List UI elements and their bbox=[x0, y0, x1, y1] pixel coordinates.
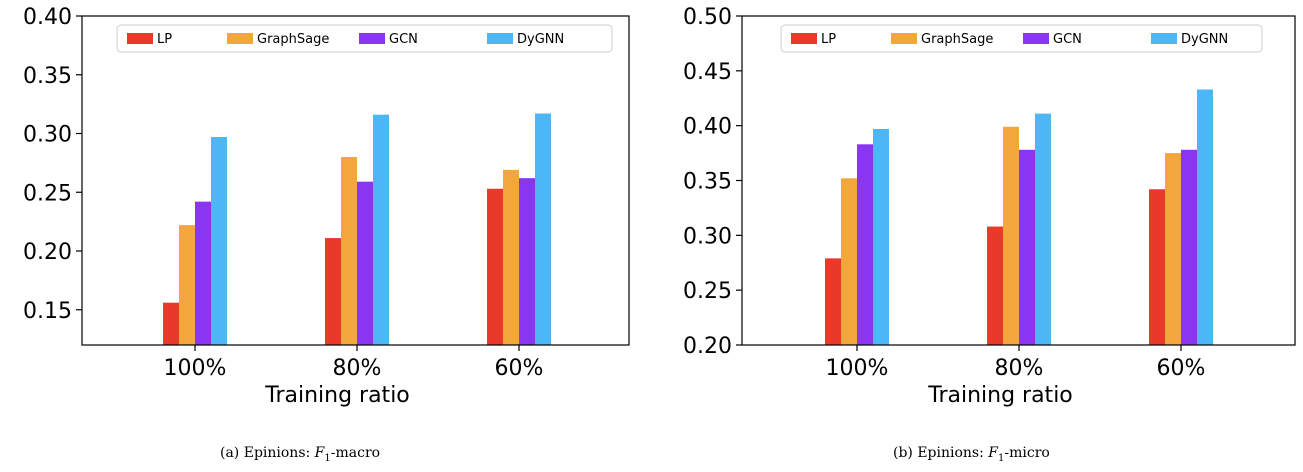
y-tick-label: 0.15 bbox=[23, 299, 72, 324]
bar-lp-80pct bbox=[987, 226, 1003, 345]
y-tick-label: 0.20 bbox=[23, 240, 72, 265]
legend-swatch-dygnn bbox=[487, 33, 513, 44]
x-tick-label: 80% bbox=[995, 356, 1044, 381]
bar-dygnn-60pct bbox=[535, 113, 551, 346]
x-axis-title: Training ratio bbox=[264, 383, 410, 408]
legend-label-lp: LP bbox=[821, 32, 836, 47]
legend: LP GraphSage GCN DyGNN bbox=[780, 24, 1263, 53]
y-tick-label: 0.50 bbox=[683, 5, 732, 30]
chart-b: 0.20 0.25 0.30 0.35 0.40 0.45 0.50 100% 80% 60% Tr… bbox=[683, 5, 1296, 464]
bar-graphsage-60pct bbox=[503, 169, 519, 345]
legend-swatch-lp bbox=[791, 33, 817, 44]
x-tick-label: 80% bbox=[333, 356, 382, 381]
bar-gcn-80pct bbox=[1019, 149, 1035, 345]
x-tick-label: 100% bbox=[164, 356, 227, 381]
x-axis-title: Training ratio bbox=[927, 383, 1073, 408]
y-tick-label: 0.45 bbox=[683, 60, 732, 85]
bar-gcn-100pct bbox=[857, 144, 873, 345]
bar-gcn-60pct bbox=[519, 178, 535, 345]
y-tick-label: 0.30 bbox=[23, 123, 72, 148]
bar-graphsage-80pct bbox=[1003, 126, 1019, 345]
bar-lp-100pct bbox=[825, 258, 841, 345]
legend-label-graphsage: GraphSage bbox=[257, 32, 329, 47]
bar-dygnn-60pct bbox=[1197, 89, 1213, 345]
bar-gcn-80pct bbox=[357, 181, 373, 345]
y-tick-label: 0.40 bbox=[683, 115, 732, 140]
y-tick-label: 0.40 bbox=[23, 5, 72, 30]
bar-lp-80pct bbox=[325, 238, 341, 345]
bar-graphsage-60pct bbox=[1165, 153, 1181, 345]
legend-box bbox=[780, 24, 1263, 53]
y-tick-label: 0.35 bbox=[683, 170, 732, 195]
legend-label-dygnn: DyGNN bbox=[1181, 32, 1228, 47]
bar-graphsage-100pct bbox=[841, 178, 857, 345]
bar-dygnn-100pct bbox=[873, 128, 889, 345]
x-tick-label: 100% bbox=[826, 356, 889, 381]
y-tick-label: 0.30 bbox=[683, 224, 732, 249]
y-tick-label: 0.20 bbox=[683, 334, 732, 359]
legend-swatch-gcn bbox=[359, 33, 385, 44]
y-tick-label: 0.25 bbox=[683, 279, 732, 304]
bar-gcn-100pct bbox=[195, 201, 211, 345]
bar-graphsage-80pct bbox=[341, 157, 357, 345]
legend-label-lp: LP bbox=[157, 32, 172, 47]
x-tick-label: 60% bbox=[495, 356, 544, 381]
bar-lp-60pct bbox=[1149, 189, 1165, 345]
caption: (b) Epinions: F1-micro bbox=[893, 445, 1050, 464]
caption: (a) Epinions: F1-macro bbox=[220, 445, 380, 464]
legend-swatch-gcn bbox=[1023, 33, 1049, 44]
y-tick-label: 0.35 bbox=[23, 64, 72, 89]
bar-dygnn-80pct bbox=[1035, 113, 1051, 345]
legend-label-graphsage: GraphSage bbox=[921, 32, 993, 47]
x-tick-label: 60% bbox=[1157, 356, 1206, 381]
bar-lp-100pct bbox=[163, 302, 179, 345]
bar-gcn-60pct bbox=[1181, 149, 1197, 345]
chart-a: 0.15 0.20 0.25 0.30 0.35 0.40 100% 80% 60% Traini… bbox=[23, 5, 630, 464]
legend-swatch-lp bbox=[127, 33, 153, 44]
bar-graphsage-100pct bbox=[179, 225, 195, 345]
plot-frame bbox=[81, 15, 630, 346]
legend-label-dygnn: DyGNN bbox=[517, 32, 564, 47]
legend-swatch-graphsage bbox=[891, 33, 917, 44]
legend-swatch-graphsage bbox=[227, 33, 253, 44]
y-tick-label: 0.25 bbox=[23, 181, 72, 206]
bar-dygnn-80pct bbox=[373, 114, 389, 345]
legend-label-gcn: GCN bbox=[389, 32, 418, 47]
bar-lp-60pct bbox=[487, 188, 503, 345]
legend: LP GraphSage GCN DyGNN bbox=[116, 24, 613, 53]
legend-swatch-dygnn bbox=[1151, 33, 1177, 44]
bar-dygnn-100pct bbox=[211, 137, 227, 345]
legend-label-gcn: GCN bbox=[1053, 32, 1082, 47]
